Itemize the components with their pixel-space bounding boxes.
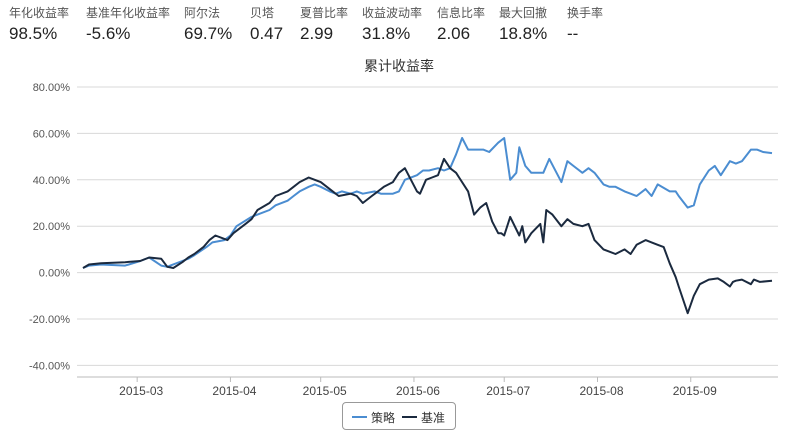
y-axis: 80.00% 60.00% 40.00% 20.00% 0.00% -20.00% -40.… — [29, 82, 70, 372]
metric-label: 换手率 — [567, 6, 604, 20]
legend-swatch-benchmark — [402, 416, 417, 418]
metric-value: -5.6% — [86, 24, 131, 43]
metric-label: 基准年化收益率 — [86, 6, 171, 20]
metric-information-ratio: 信息比率 2.06 — [437, 6, 485, 44]
metrics-bar: 年化收益率 98.5% 基准年化收益率 -5.6% 阿尔法 69.7% 贝塔 0… — [9, 6, 779, 48]
cumulative-return-chart: 累计收益率 80.00% 60.00% 40.00% 20.00% 0.00% -20.0… — [29, 58, 778, 398]
x-axis: 2015-03 2015-04 2015-05 2015-06 2015-07 2015-… — [77, 376, 778, 398]
metric-value: 2.06 — [437, 24, 471, 43]
legend-label-strategy: 策略 — [371, 410, 396, 425]
metric-alpha: 阿尔法 69.7% — [184, 6, 232, 44]
metric-label: 阿尔法 — [184, 6, 221, 20]
metric-value: 2.99 — [300, 24, 334, 43]
metric-turnover: 换手率 -- — [567, 6, 603, 44]
metric-max-drawdown: 最大回撤 18.8% — [499, 6, 547, 44]
y-tick-label: 80.00% — [33, 82, 71, 94]
metric-benchmark-annual-return: 基准年化收益率 -5.6% — [86, 6, 170, 44]
metric-annual-return: 年化收益率 98.5% — [9, 6, 69, 44]
y-tick-label: 20.00% — [33, 221, 71, 233]
legend-swatch-strategy — [352, 416, 367, 418]
metric-sharpe: 夏普比率 2.99 — [300, 6, 348, 44]
metric-label: 夏普比率 — [300, 6, 349, 20]
metric-value: -- — [567, 24, 579, 43]
metric-label: 最大回撤 — [499, 6, 548, 20]
metric-beta: 贝塔 0.47 — [250, 6, 283, 44]
legend-item-strategy[interactable]: 策略 — [352, 409, 395, 425]
metric-value: 18.8% — [499, 24, 548, 43]
x-tick-label: 2015-06 — [396, 384, 440, 398]
metric-label: 收益波动率 — [362, 6, 423, 20]
metric-value: 0.47 — [250, 24, 284, 43]
y-tick-label: -20.00% — [29, 314, 70, 326]
chart-title: 累计收益率 — [364, 58, 434, 74]
x-tick-label: 2015-03 — [119, 384, 163, 398]
y-tick-label: -40.00% — [29, 360, 70, 372]
x-tick-label: 2015-07 — [486, 384, 530, 398]
metric-label: 年化收益率 — [9, 6, 70, 20]
metric-label: 贝塔 — [250, 6, 275, 20]
metric-volatility: 收益波动率 31.8% — [362, 6, 422, 44]
x-tick-label: 2015-05 — [303, 384, 347, 398]
y-tick-label: 60.00% — [33, 128, 71, 140]
x-tick-label: 2015-04 — [212, 384, 256, 398]
metric-value: 31.8% — [362, 24, 411, 43]
x-tick-label: 2015-09 — [673, 384, 717, 398]
legend: 策略 基准 — [342, 402, 456, 430]
series-line-benchmark — [82, 157, 773, 315]
series-line-strategy — [82, 137, 773, 269]
y-tick-label: 40.00% — [33, 175, 71, 187]
metric-label: 信息比率 — [437, 6, 486, 20]
series-layer — [82, 137, 773, 315]
y-tick-label: 0.00% — [39, 268, 70, 280]
legend-item-benchmark[interactable]: 基准 — [402, 409, 445, 425]
legend-label-benchmark: 基准 — [421, 410, 446, 425]
metric-value: 98.5% — [9, 24, 58, 43]
x-tick-label: 2015-08 — [579, 384, 623, 398]
grid — [77, 86, 778, 366]
metric-value: 69.7% — [184, 24, 233, 43]
